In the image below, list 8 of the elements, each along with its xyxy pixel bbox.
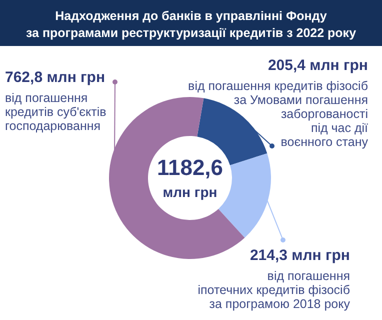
data-label: 762,8 млн грн (5, 69, 106, 86)
slice-label: від погашення іпотечних кредитів фізосіб за програмою 2018 року (198, 269, 351, 311)
data-label: 214,3 млн грн (250, 247, 350, 264)
chart-title: Надходження до банків в управлінні Фонду за програмами реструктуризації кредитів з 2022 року (26, 9, 356, 40)
text: 1182,6 млн грн (156, 155, 224, 200)
legend-label: від погашення кредитів суб'єктів господарювання (5, 91, 107, 133)
data-label: 205,4 млн грн (268, 57, 368, 74)
slice-label: від погашення кредитів фізосіб за Умовами погашення заборгованості під час дії воєнного стану (188, 79, 369, 149)
